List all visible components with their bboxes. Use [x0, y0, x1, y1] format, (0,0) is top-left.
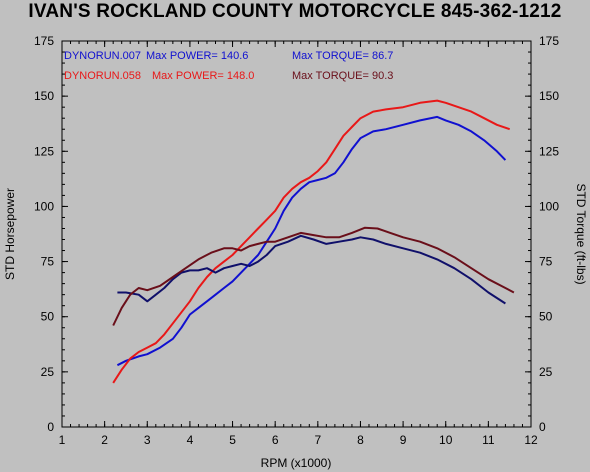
- series-line-dynorun-007-torque: [117, 234, 506, 305]
- legend-run2-torque: Max TORQUE= 90.3: [292, 70, 393, 82]
- y-axis-label-right: STD Torque (ft-lbs): [574, 183, 588, 284]
- y-tick-label-left: 50: [41, 310, 55, 324]
- y-tick-label-left: 150: [34, 89, 54, 103]
- y-tick-label-right: 175: [539, 34, 559, 48]
- y-tick-label-right: 100: [539, 199, 559, 213]
- y-tick-label-right: 150: [539, 89, 559, 103]
- x-tick-label: 8: [357, 433, 364, 447]
- y-tick-label-left: 0: [47, 420, 54, 434]
- series-lines: [112, 99, 515, 384]
- x-axis-label: RPM (x1000): [261, 456, 332, 470]
- legend: DYNORUN.007 Max POWER= 140.6 Max TORQUE=…: [64, 50, 393, 82]
- series-line-dynorun-058-power: [112, 99, 511, 384]
- x-tick-label: 10: [439, 433, 453, 447]
- x-tick-label: 7: [314, 433, 321, 447]
- series-line-dynorun-058-torque: [112, 226, 515, 326]
- x-tick-label: 12: [524, 433, 538, 447]
- x-tick-label: 1: [59, 433, 66, 447]
- x-tick-label: 11: [482, 433, 495, 447]
- x-tick-label: 3: [144, 433, 151, 447]
- x-tick-label: 4: [187, 433, 194, 447]
- series-line-dynorun-007-power: [116, 115, 507, 367]
- legend-run2-name: DYNORUN.058: [64, 70, 141, 82]
- legend-run1-name: DYNORUN.007: [64, 50, 141, 62]
- y-tick-label-left: 100: [34, 199, 54, 213]
- legend-run1-power: Max POWER= 140.6: [146, 50, 248, 62]
- y-tick-label-left: 25: [41, 365, 55, 379]
- y-tick-label-right: 125: [539, 144, 559, 158]
- x-tick-label: 2: [101, 433, 108, 447]
- y-tick-label-right: 0: [539, 420, 546, 434]
- y-tick-label-left: 75: [41, 255, 55, 269]
- legend-run2-power: Max POWER= 148.0: [152, 70, 254, 82]
- page-title: IVAN'S ROCKLAND COUNTY MOTORCYCLE 845-36…: [28, 1, 562, 22]
- y-tick-label-left: 125: [34, 144, 54, 158]
- legend-run1-torque: Max TORQUE= 86.7: [292, 50, 393, 62]
- y-axis-label-left: STD Horsepower: [3, 188, 17, 280]
- x-tick-label: 9: [400, 433, 407, 447]
- y-tick-label-right: 25: [539, 365, 553, 379]
- y-tick-label-right: 75: [539, 255, 553, 269]
- y-tick-label-left: 175: [34, 34, 54, 48]
- x-tick-label: 5: [229, 433, 236, 447]
- plot-frame: [61, 40, 532, 428]
- x-tick-label: 6: [272, 433, 279, 447]
- y-tick-label-right: 50: [539, 310, 553, 324]
